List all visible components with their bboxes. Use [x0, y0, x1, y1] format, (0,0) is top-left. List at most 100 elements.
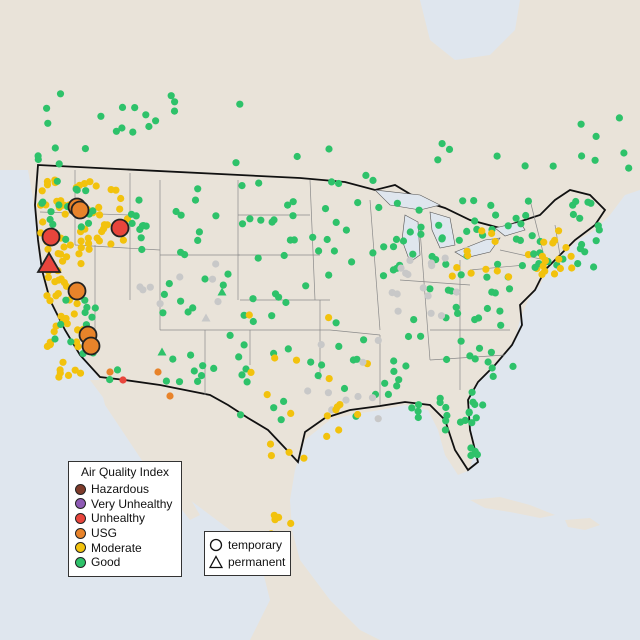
monitor-marker[interactable]	[70, 310, 78, 318]
monitor-marker[interactable]	[325, 271, 333, 279]
monitor-marker[interactable]	[166, 392, 174, 400]
monitor-marker[interactable]	[249, 317, 257, 326]
monitor-marker[interactable]	[414, 407, 422, 415]
monitor-marker[interactable]	[91, 304, 99, 312]
monitor-marker[interactable]	[135, 196, 143, 204]
monitor-marker[interactable]	[538, 270, 546, 278]
monitor-marker[interactable]	[226, 331, 234, 339]
monitor-marker[interactable]	[414, 413, 422, 422]
monitor-marker[interactable]	[66, 241, 74, 249]
monitor-marker[interactable]	[184, 308, 192, 316]
monitor-marker[interactable]	[438, 140, 446, 148]
monitor-marker[interactable]	[437, 312, 446, 320]
monitor-marker[interactable]	[307, 358, 315, 366]
monitor-marker[interactable]	[581, 248, 589, 256]
monitor-marker[interactable]	[453, 264, 461, 272]
monitor-marker[interactable]	[443, 355, 451, 364]
monitor-marker[interactable]	[467, 444, 475, 452]
monitor-marker[interactable]	[426, 285, 434, 293]
monitor-marker[interactable]	[518, 262, 527, 270]
monitor-marker[interactable]	[82, 187, 90, 195]
monitor-marker[interactable]	[475, 344, 484, 352]
monitor-marker[interactable]	[541, 257, 550, 265]
monitor-marker[interactable]	[417, 230, 425, 238]
monitor-marker[interactable]	[625, 164, 633, 172]
monitor-marker[interactable]	[427, 309, 435, 317]
monitor-marker[interactable]	[424, 292, 432, 300]
monitor-marker[interactable]	[493, 152, 501, 160]
monitor-marker[interactable]	[374, 336, 382, 344]
monitor-marker[interactable]	[219, 281, 227, 289]
monitor-marker[interactable]	[75, 250, 83, 258]
monitor-marker[interactable]	[131, 104, 139, 112]
monitor-marker[interactable]	[478, 227, 486, 235]
monitor-marker[interactable]	[516, 236, 525, 244]
monitor-marker[interactable]	[342, 226, 350, 234]
monitor-marker[interactable]	[389, 266, 397, 274]
monitor-marker[interactable]	[389, 243, 398, 251]
monitor-marker[interactable]	[247, 368, 255, 376]
monitor-marker[interactable]	[457, 337, 465, 345]
monitor-marker[interactable]	[63, 253, 71, 261]
monitor-marker[interactable]	[404, 332, 413, 341]
monitor-marker[interactable]	[175, 378, 184, 386]
monitor-marker[interactable]	[160, 290, 168, 298]
monitor-marker[interactable]	[57, 250, 65, 258]
monitor-marker[interactable]	[406, 228, 414, 236]
monitor-marker[interactable]	[441, 254, 449, 262]
monitor-marker[interactable]	[280, 397, 288, 405]
monitor-marker[interactable]	[55, 201, 63, 209]
monitor-marker[interactable]	[302, 282, 310, 290]
monitor-marker[interactable]	[43, 104, 51, 112]
monitor-marker[interactable]	[590, 263, 598, 271]
monitor-marker[interactable]	[568, 264, 576, 272]
monitor-marker[interactable]	[392, 235, 401, 243]
monitor-marker[interactable]	[466, 352, 474, 360]
monitor-marker[interactable]	[240, 311, 248, 319]
monitor-marker[interactable]	[591, 156, 599, 164]
monitor-marker[interactable]	[38, 199, 46, 207]
monitor-marker[interactable]	[393, 382, 401, 390]
monitor-marker[interactable]	[530, 250, 538, 258]
monitor-marker[interactable]	[177, 297, 185, 305]
monitor-marker[interactable]	[442, 417, 450, 425]
monitor-marker[interactable]	[85, 239, 93, 247]
monitor-marker[interactable]	[62, 235, 70, 243]
monitor-marker[interactable]	[270, 216, 278, 224]
monitor-marker[interactable]	[325, 145, 333, 153]
monitor-marker[interactable]	[97, 112, 105, 120]
monitor-marker[interactable]	[59, 358, 67, 366]
monitor-marker[interactable]	[415, 206, 423, 214]
monitor-marker[interactable]	[84, 234, 92, 242]
monitor-marker[interactable]	[177, 211, 185, 219]
monitor-marker[interactable]	[284, 201, 292, 209]
monitor-marker[interactable]	[471, 355, 479, 363]
monitor-marker[interactable]	[238, 220, 247, 228]
monitor-marker[interactable]	[50, 328, 58, 336]
monitor-marker[interactable]	[85, 245, 93, 253]
monitor-marker[interactable]	[197, 372, 206, 380]
monitor-marker[interactable]	[107, 240, 115, 248]
monitor-marker-large[interactable]	[36, 251, 62, 273]
monitor-marker[interactable]	[317, 341, 325, 349]
monitor-marker[interactable]	[287, 409, 295, 417]
monitor-marker[interactable]	[55, 373, 63, 381]
monitor-marker[interactable]	[369, 249, 377, 257]
monitor-marker[interactable]	[483, 304, 491, 313]
monitor-marker[interactable]	[435, 221, 443, 229]
monitor-marker[interactable]	[505, 285, 514, 293]
monitor-marker[interactable]	[266, 440, 275, 448]
monitor-marker[interactable]	[236, 100, 244, 108]
monitor-marker[interactable]	[324, 389, 332, 397]
monitor-marker[interactable]	[330, 247, 338, 255]
monitor-marker[interactable]	[55, 160, 63, 168]
monitor-marker[interactable]	[267, 452, 275, 460]
monitor-marker[interactable]	[540, 238, 548, 246]
monitor-marker[interactable]	[81, 145, 89, 153]
monitor-marker[interactable]	[555, 227, 563, 235]
monitor-marker[interactable]	[106, 376, 114, 384]
monitor-marker[interactable]	[145, 122, 153, 131]
monitor-marker[interactable]	[112, 127, 120, 135]
monitor-marker[interactable]	[245, 311, 253, 319]
monitor-marker[interactable]	[576, 214, 584, 222]
